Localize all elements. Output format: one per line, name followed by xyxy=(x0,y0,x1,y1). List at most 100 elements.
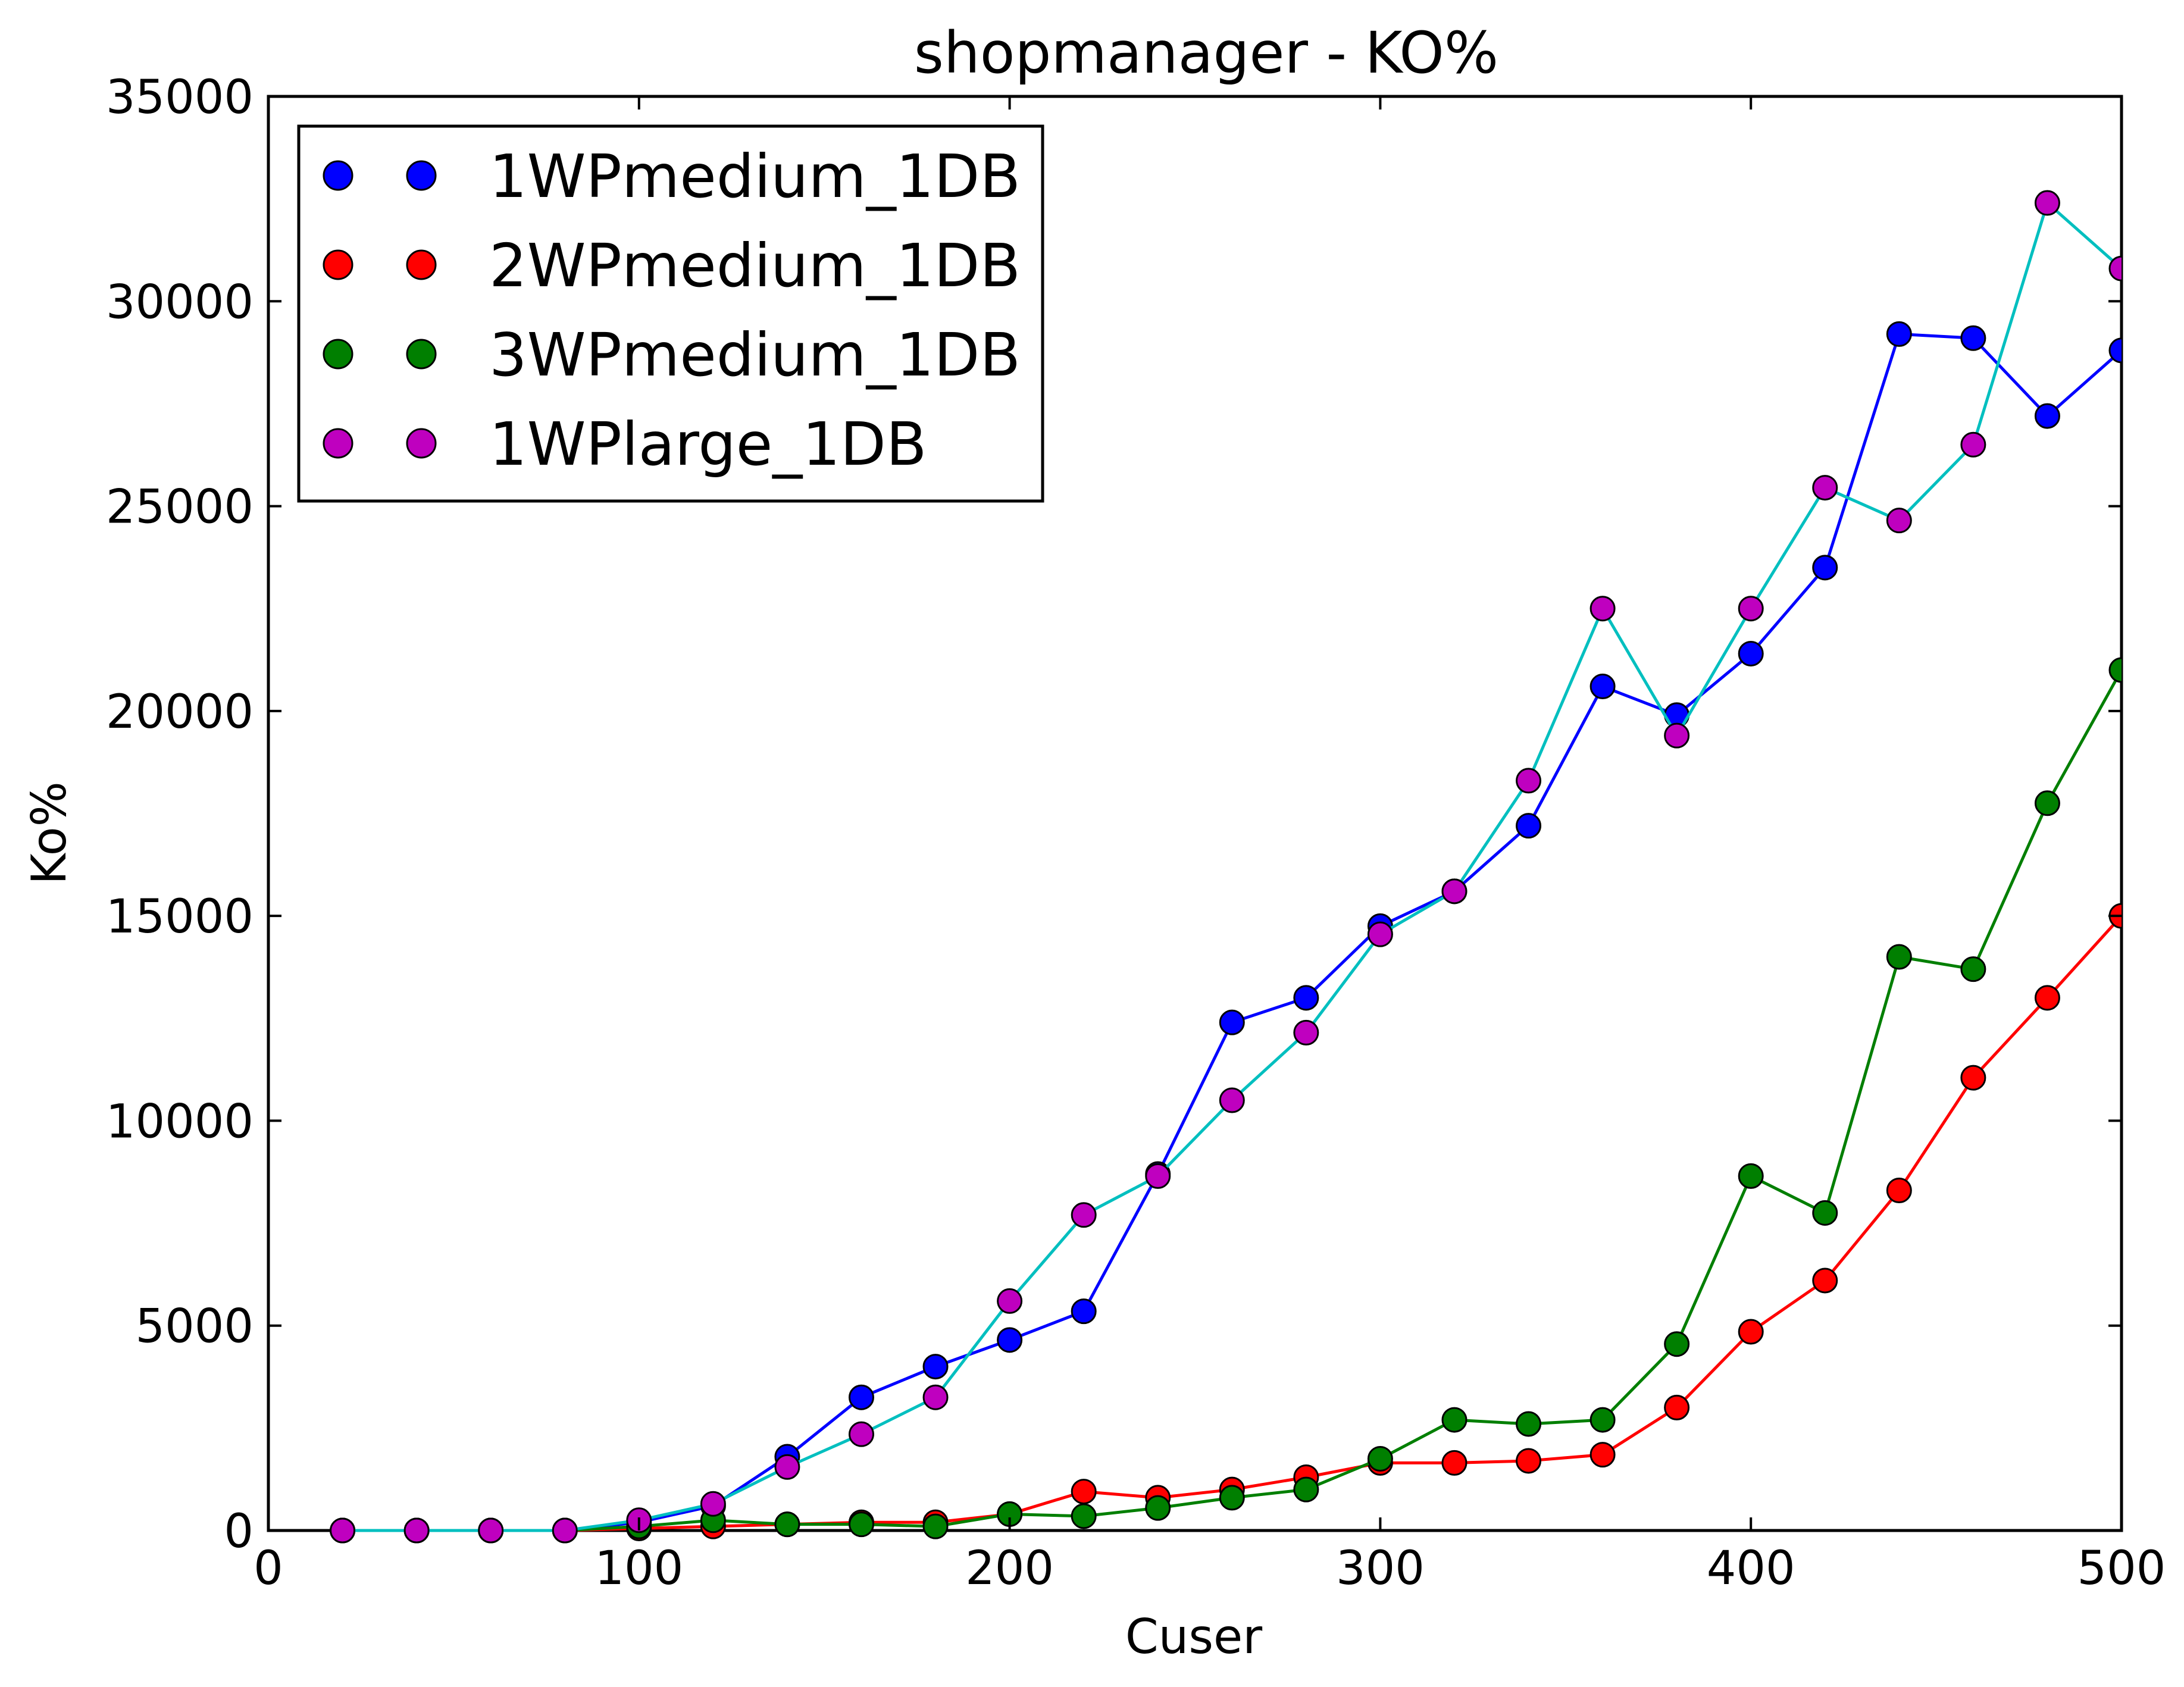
data-point xyxy=(403,1517,430,1544)
data-point xyxy=(1071,1202,1097,1228)
data-point xyxy=(330,1517,356,1544)
legend: 1WPmedium_1DB 2WPmedium_1DB 3WPmedium_1DB 1… xyxy=(297,124,1044,503)
data-point xyxy=(1738,596,1764,622)
x-tick-label: 400 xyxy=(1707,1542,1795,1595)
data-point xyxy=(2034,403,2060,429)
legend-marker xyxy=(323,249,353,280)
data-point xyxy=(1886,321,1912,347)
tick-layer: 0 100 200 300 400 500050001000015000200002500… xyxy=(106,71,2166,1595)
y-tick-label: 35000 xyxy=(106,71,254,124)
data-point xyxy=(922,1513,949,1539)
y-tick-label: 10000 xyxy=(106,1095,254,1148)
data-point xyxy=(1812,1267,1838,1294)
legend-marker xyxy=(323,339,353,370)
legend-entry: 1WPmedium_1DB xyxy=(323,142,1021,211)
data-point xyxy=(848,1384,874,1410)
data-point xyxy=(2108,337,2122,364)
x-axis-label: Cuser xyxy=(1125,1609,1262,1664)
data-point xyxy=(848,1421,874,1447)
legend-marker xyxy=(323,428,353,459)
data-point xyxy=(1960,1065,1986,1091)
data-point xyxy=(1145,1495,1171,1521)
data-point xyxy=(1738,1163,1764,1189)
legend-label: 3WPmedium_1DB xyxy=(489,320,1021,390)
x-tick-label: 500 xyxy=(2077,1542,2166,1595)
legend-marker xyxy=(406,249,437,280)
chart-title: shopmanager - KO% xyxy=(914,20,1498,86)
x-tick-label: 0 xyxy=(254,1542,283,1595)
data-point xyxy=(1960,956,1986,982)
data-point xyxy=(1738,640,1764,666)
data-point xyxy=(1516,813,1542,839)
data-point xyxy=(478,1517,504,1544)
data-point xyxy=(774,1454,800,1480)
legend-entry: 1WPlarge_1DB xyxy=(323,409,927,479)
data-point xyxy=(2034,190,2060,216)
y-tick-label: 5000 xyxy=(135,1300,254,1354)
data-point xyxy=(1441,1450,1468,1476)
data-point xyxy=(774,1511,800,1538)
data-point xyxy=(1516,1411,1542,1437)
data-point xyxy=(1960,431,1986,458)
data-point xyxy=(1812,1200,1838,1226)
data-point xyxy=(1589,596,1616,622)
data-point xyxy=(1886,1177,1912,1203)
data-point xyxy=(2034,790,2060,816)
x-tick-label: 300 xyxy=(1336,1542,1425,1595)
data-point xyxy=(2108,657,2122,683)
data-point xyxy=(1960,325,1986,351)
data-point xyxy=(997,1288,1023,1314)
data-point xyxy=(1664,1394,1690,1420)
data-point xyxy=(1071,1503,1097,1529)
data-point xyxy=(1589,674,1616,700)
data-point xyxy=(997,1327,1023,1353)
data-point xyxy=(1219,1087,1245,1113)
legend-entry: 2WPmedium_1DB xyxy=(323,231,1021,301)
data-point xyxy=(552,1517,578,1544)
data-point xyxy=(922,1384,949,1410)
data-point xyxy=(1219,1009,1245,1035)
data-point xyxy=(1516,768,1542,794)
data-point xyxy=(1367,1446,1393,1472)
data-point xyxy=(1589,1407,1616,1433)
data-point xyxy=(1071,1298,1097,1325)
x-tick-label: 200 xyxy=(965,1542,1054,1595)
y-tick-label: 15000 xyxy=(106,890,254,944)
legend-marker xyxy=(323,160,353,191)
data-point xyxy=(1441,1407,1468,1433)
legend-marker xyxy=(406,428,437,459)
data-point xyxy=(1293,1476,1319,1503)
x-tick-label: 100 xyxy=(595,1542,683,1595)
data-point xyxy=(1812,555,1838,581)
data-point xyxy=(922,1354,949,1380)
data-point xyxy=(1516,1448,1542,1474)
data-point xyxy=(1886,508,1912,534)
y-tick-label: 20000 xyxy=(106,686,254,739)
data-point xyxy=(1293,985,1319,1011)
data-point xyxy=(1886,944,1912,970)
legend-label: 2WPmedium_1DB xyxy=(489,231,1021,301)
data-point xyxy=(1367,921,1393,947)
data-point xyxy=(1145,1163,1171,1189)
data-point xyxy=(1664,1331,1690,1357)
legend-label: 1WPmedium_1DB xyxy=(489,142,1021,211)
legend-entries: 1WPmedium_1DB 2WPmedium_1DB 3WPmedium_1DB 1… xyxy=(323,142,1021,479)
data-point xyxy=(848,1511,874,1538)
legend-label: 1WPlarge_1DB xyxy=(489,409,927,479)
data-point xyxy=(1293,1019,1319,1046)
data-point xyxy=(700,1491,726,1517)
data-point xyxy=(1441,878,1468,904)
data-point xyxy=(2034,985,2060,1011)
data-point xyxy=(1738,1319,1764,1345)
data-point xyxy=(2108,255,2122,281)
data-point xyxy=(1219,1485,1245,1511)
y-axis-label: Ko% xyxy=(21,781,77,884)
data-point xyxy=(1589,1442,1616,1468)
data-point xyxy=(1071,1479,1097,1505)
y-tick-label: 25000 xyxy=(106,481,254,534)
legend-marker xyxy=(406,160,437,191)
legend-entry: 3WPmedium_1DB xyxy=(323,320,1021,390)
data-point xyxy=(1812,475,1838,501)
data-point xyxy=(1664,722,1690,749)
